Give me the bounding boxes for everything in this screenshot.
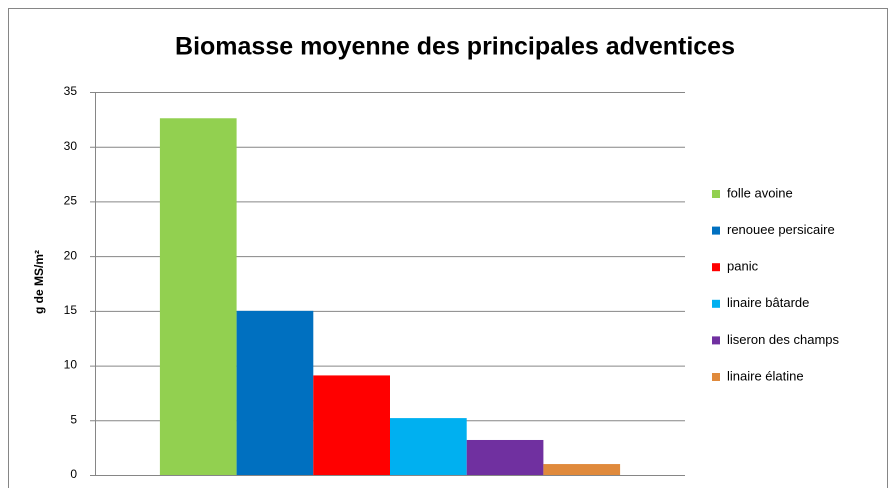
y-tick-label: 30 <box>64 139 78 153</box>
legend-label: linaire élatine <box>727 368 804 383</box>
y-axis-label: g de MS/m² <box>32 250 46 314</box>
chart-border <box>8 8 888 488</box>
y-tick-label: 10 <box>64 358 78 372</box>
bar <box>466 439 544 475</box>
y-tick-label: 0 <box>70 467 77 481</box>
y-tick-label: 20 <box>64 248 78 262</box>
y-tick-label: 25 <box>64 194 78 208</box>
legend-label: folle avoine <box>727 185 793 200</box>
bar <box>236 310 314 475</box>
bar <box>313 375 390 475</box>
bar <box>543 464 621 475</box>
legend-label: linaire bâtarde <box>727 295 809 310</box>
legend-swatch <box>712 263 720 272</box>
y-tick-label: 15 <box>64 303 78 317</box>
legend-label: renouee persicaire <box>727 222 835 237</box>
y-tick-label: 5 <box>70 412 77 426</box>
y-tick-label: 35 <box>64 84 78 98</box>
legend-swatch <box>712 373 720 381</box>
legend-label: panic <box>727 259 759 274</box>
bar <box>390 418 467 475</box>
legend-swatch <box>712 299 720 308</box>
legend-swatch <box>712 336 720 345</box>
bar <box>159 118 237 476</box>
legend-swatch <box>712 190 720 198</box>
legend-label: liseron des champs <box>727 332 839 347</box>
chart-title: Biomasse moyenne des principales adventi… <box>175 33 735 61</box>
legend-swatch <box>712 226 720 235</box>
